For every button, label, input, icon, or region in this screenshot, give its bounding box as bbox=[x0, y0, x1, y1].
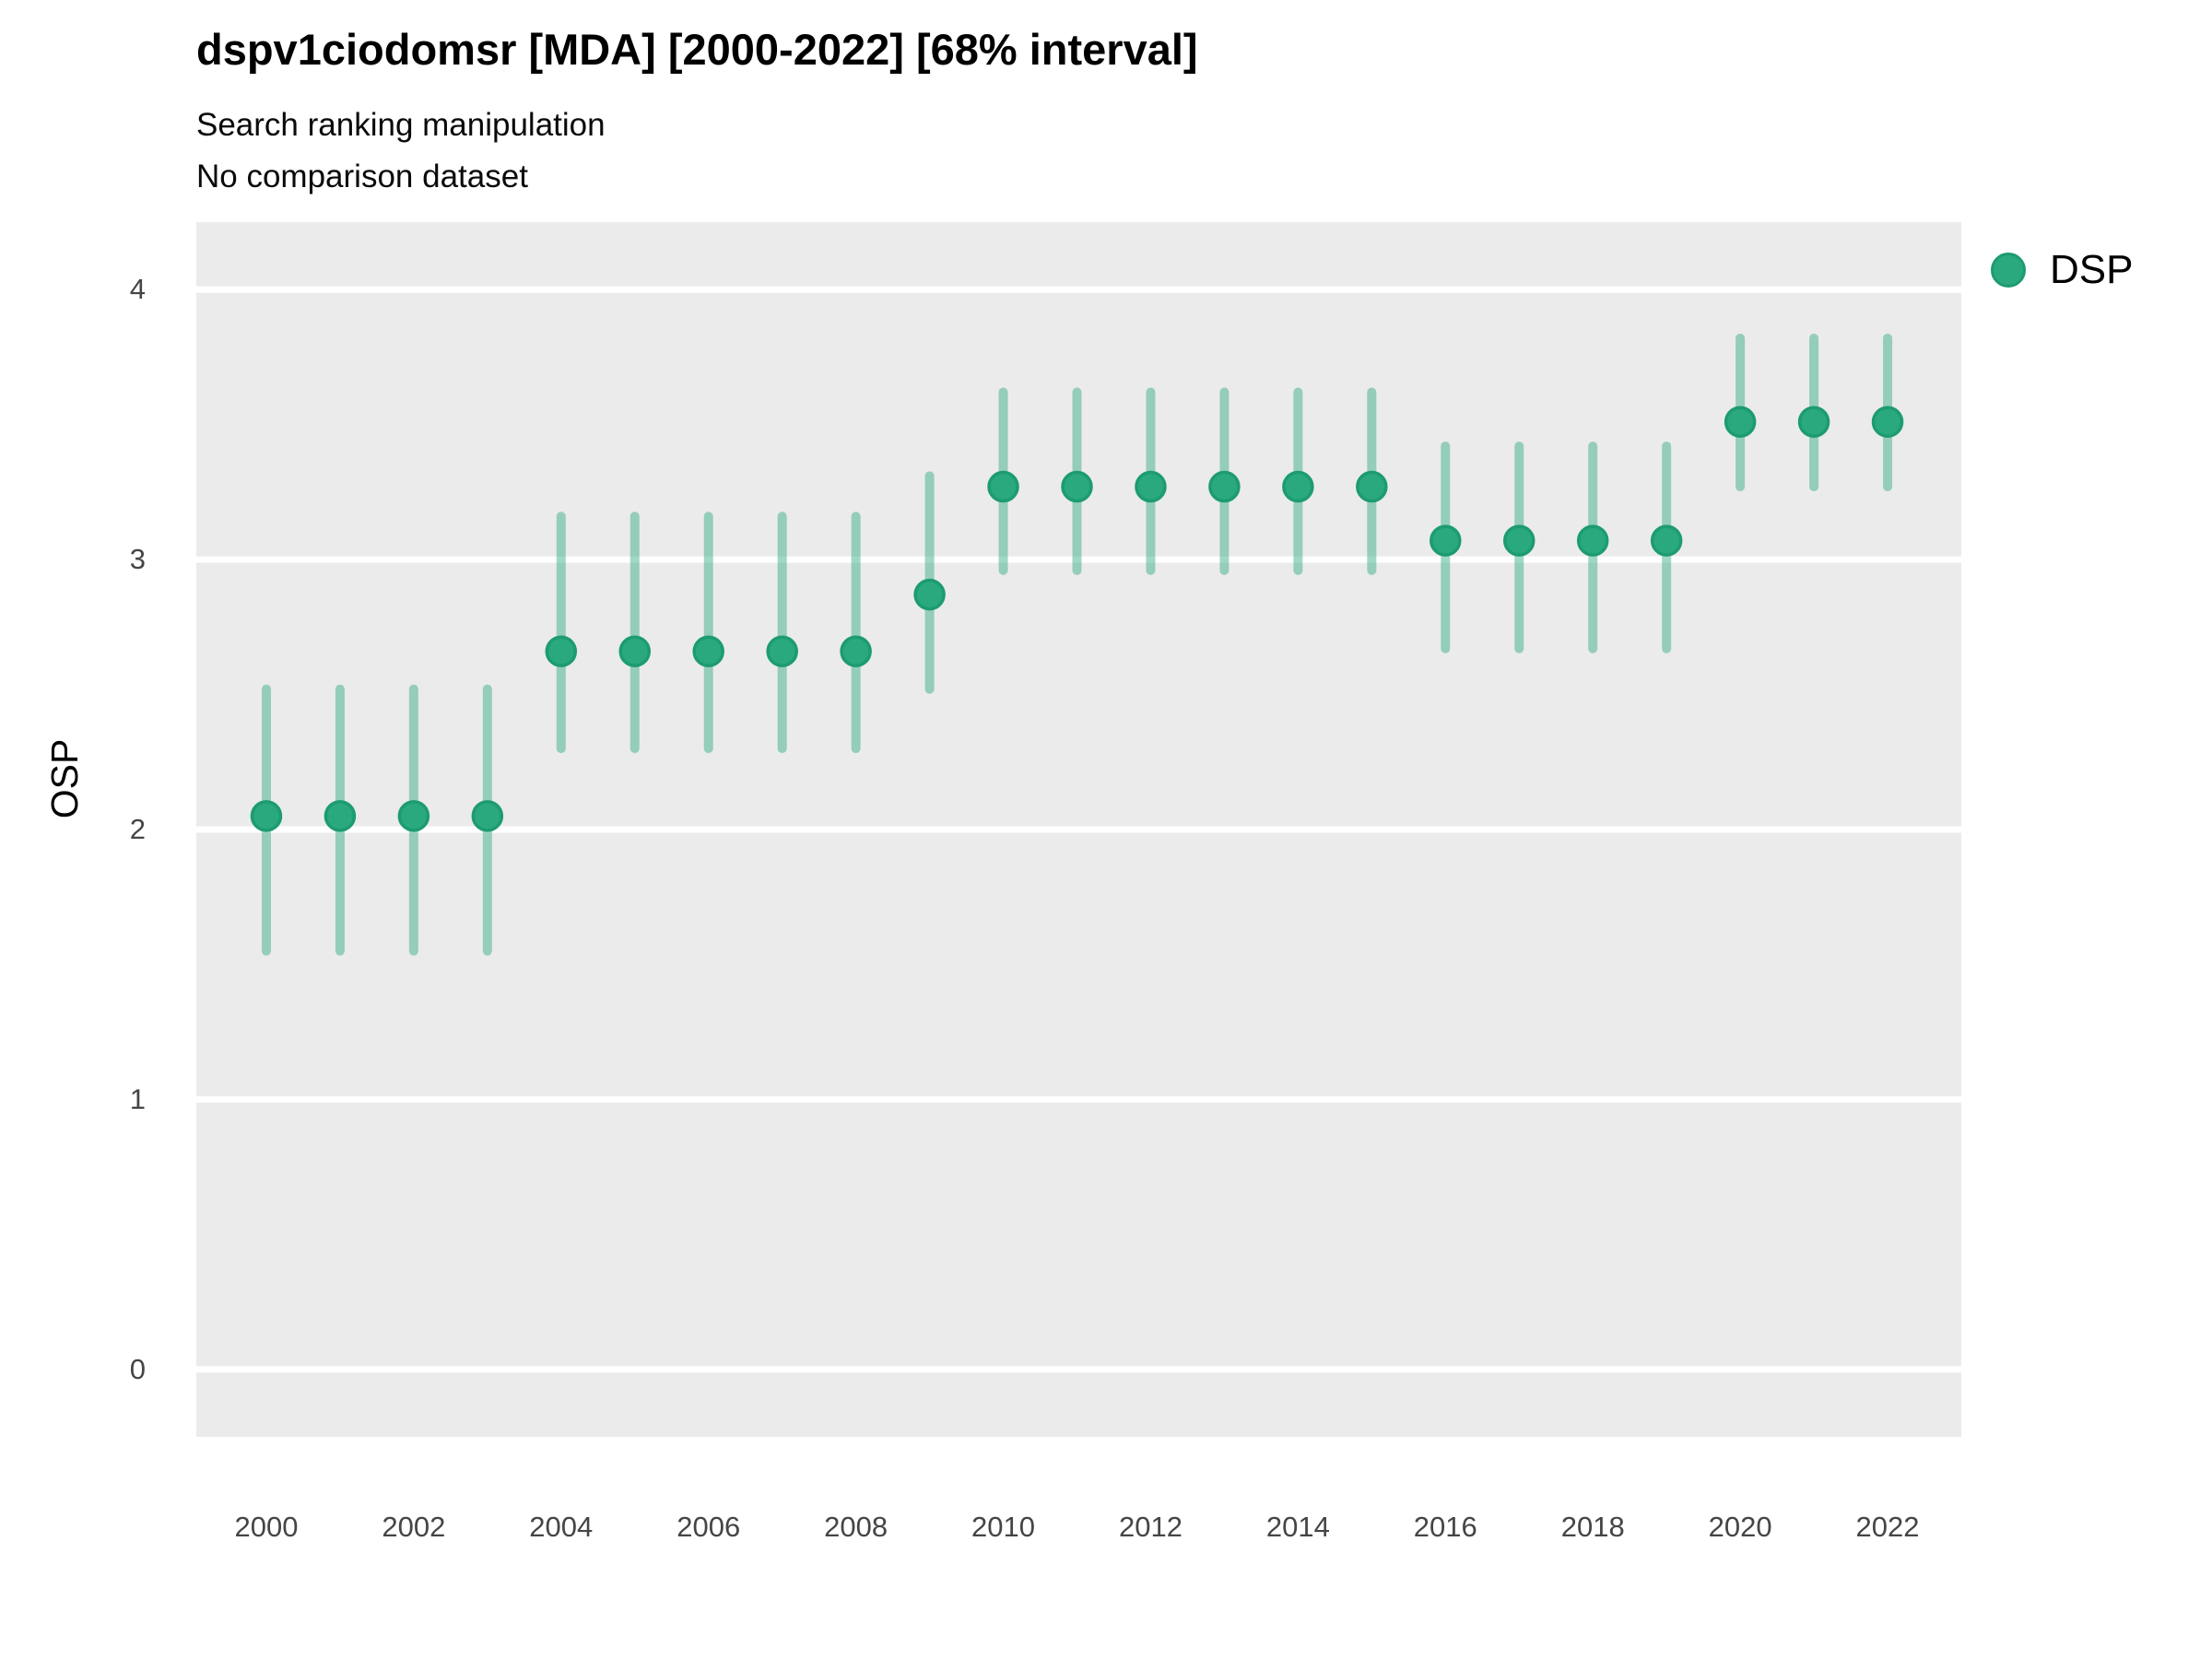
x-tick-label-2020: 2020 bbox=[1708, 1511, 1772, 1543]
point-DSP-2018 bbox=[1576, 524, 1609, 557]
point-DSP-2015 bbox=[1356, 470, 1388, 503]
point-DSP-2004 bbox=[545, 635, 578, 667]
chart-title: dspv1ciodomsr [MDA] [2000-2022] [68% int… bbox=[196, 25, 1198, 74]
point-DSP-2001 bbox=[324, 800, 357, 832]
legend-dot-dsp bbox=[1991, 253, 2026, 288]
x-tick-label-2018: 2018 bbox=[1560, 1511, 1625, 1543]
x-tick-label-2000: 2000 bbox=[234, 1511, 299, 1543]
point-DSP-2007 bbox=[766, 635, 798, 667]
x-tick-label-2012: 2012 bbox=[1118, 1511, 1182, 1543]
y-tick-label-0: 0 bbox=[129, 1352, 146, 1385]
x-tick-label-2014: 2014 bbox=[1265, 1511, 1330, 1543]
point-DSP-2006 bbox=[692, 635, 724, 667]
point-DSP-2019 bbox=[1650, 524, 1683, 557]
point-DSP-2000 bbox=[250, 800, 283, 832]
point-DSP-2014 bbox=[1282, 470, 1314, 503]
plot-panel bbox=[196, 222, 1961, 1437]
x-tick-label-2022: 2022 bbox=[1855, 1511, 1920, 1543]
y-tick-label-3: 3 bbox=[129, 543, 146, 576]
x-tick-label-2016: 2016 bbox=[1413, 1511, 1477, 1543]
point-DSP-2011 bbox=[1061, 470, 1093, 503]
point-DSP-2022 bbox=[1871, 406, 1904, 438]
chart-subtitle: Search ranking manipulation bbox=[196, 107, 606, 143]
legend-label-dsp: DSP bbox=[2050, 247, 2134, 292]
y-tick-label-1: 1 bbox=[129, 1082, 146, 1115]
point-DSP-2005 bbox=[618, 635, 652, 667]
point-DSP-2017 bbox=[1503, 524, 1535, 557]
point-DSP-2020 bbox=[1724, 406, 1757, 438]
x-tick-label-2008: 2008 bbox=[824, 1511, 888, 1543]
point-DSP-2002 bbox=[397, 800, 430, 832]
point-DSP-2013 bbox=[1208, 470, 1241, 503]
point-DSP-2008 bbox=[840, 635, 872, 667]
chart-canvas bbox=[196, 286, 1961, 1373]
point-DSP-2003 bbox=[471, 800, 504, 832]
chart-note: No comparison dataset bbox=[196, 159, 528, 194]
point-DSP-2021 bbox=[1797, 406, 1830, 438]
point-DSP-2009 bbox=[913, 578, 946, 611]
y-tick-label-4: 4 bbox=[129, 273, 146, 306]
x-tick-label-2006: 2006 bbox=[677, 1511, 741, 1543]
legend: DSP bbox=[1991, 247, 2133, 293]
point-DSP-2010 bbox=[987, 470, 1019, 503]
x-tick-label-2002: 2002 bbox=[382, 1511, 446, 1543]
point-DSP-2012 bbox=[1135, 470, 1167, 503]
y-tick-label-2: 2 bbox=[129, 813, 146, 845]
x-tick-label-2010: 2010 bbox=[971, 1511, 1036, 1543]
x-tick-label-2004: 2004 bbox=[529, 1511, 594, 1543]
point-DSP-2016 bbox=[1430, 524, 1462, 557]
